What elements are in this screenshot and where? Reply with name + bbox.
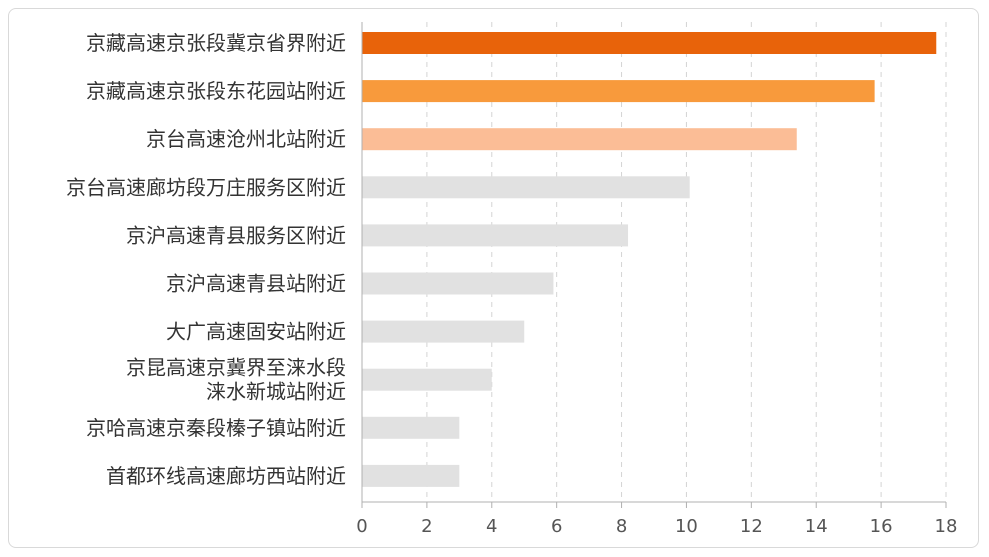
category-label: 京哈高速京秦段榛子镇站附近 [86, 416, 346, 440]
x-tick-label: 6 [551, 516, 562, 537]
x-tick-label: 2 [421, 516, 432, 537]
category-label: 京台高速廊坊段万庄服务区附近 [66, 175, 346, 199]
bar [362, 416, 460, 439]
category-label: 京藏高速京张段冀京省界附近 [86, 31, 346, 55]
x-tick-label: 14 [805, 516, 828, 537]
category-label: 首都环线高速廊坊西站附近 [106, 464, 346, 488]
category-label: 京沪高速青县服务区附近 [126, 223, 346, 247]
category-label: 京昆高速京冀界至涞水段涞水新城站附近 [126, 356, 346, 404]
category-label: 京台高速沧州北站附近 [146, 127, 346, 151]
category-label: 京沪高速青县站附近 [166, 272, 346, 296]
bar [362, 128, 797, 151]
bar [362, 224, 629, 247]
bar-layer [362, 32, 937, 487]
bar [362, 320, 525, 343]
category-labels: 京藏高速京张段冀京省界附近京藏高速京张段东花园站附近京台高速沧州北站附近京台高速… [66, 31, 346, 488]
x-tick-label: 18 [935, 516, 958, 537]
x-tick-label: 16 [870, 516, 893, 537]
x-tick-label: 4 [486, 516, 497, 537]
bar [362, 176, 690, 199]
bar [362, 80, 875, 103]
x-tick-label: 12 [740, 516, 763, 537]
x-tick-label: 8 [616, 516, 627, 537]
x-tick-label: 10 [675, 516, 698, 537]
category-label: 大广高速固安站附近 [166, 320, 346, 344]
x-tick-label: 0 [356, 516, 367, 537]
category-label: 京藏高速京张段东花园站附近 [86, 79, 346, 103]
x-axis: 0 2 4 6 8 10 12 14 16 18 [356, 22, 957, 537]
bar [362, 32, 937, 54]
bar [362, 368, 492, 391]
bar [362, 464, 460, 487]
bar [362, 272, 554, 295]
